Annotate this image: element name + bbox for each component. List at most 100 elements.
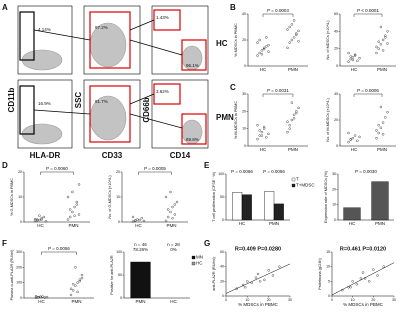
- x-tick-label: 10: [351, 298, 355, 302]
- dot: [71, 283, 75, 286]
- dot: [358, 57, 361, 60]
- dot: [384, 34, 387, 37]
- dot: [384, 36, 387, 39]
- dot: [290, 118, 294, 122]
- y-tick-label: 0: [118, 220, 120, 224]
- point: [376, 274, 379, 277]
- p-bracket: [41, 251, 77, 255]
- dot: [290, 38, 294, 42]
- x-tick-label: 0: [331, 298, 333, 302]
- point: [278, 265, 281, 268]
- dot: [256, 54, 259, 57]
- dot: [377, 47, 380, 50]
- dot: [267, 44, 270, 47]
- dot: [71, 289, 75, 292]
- p-value: P = 0.0060: [46, 166, 68, 171]
- dot: [171, 205, 174, 209]
- x-axis-label: % MDSCs in PBMC: [343, 302, 384, 307]
- dot: [140, 217, 144, 220]
- dot: [166, 208, 170, 211]
- dot: [171, 217, 174, 220]
- y-tick-label: 0: [222, 294, 224, 298]
- y-tick-label: 30: [242, 92, 246, 96]
- annotation: R=0.461 P=0.0120: [340, 246, 386, 252]
- y-tick-label: 40: [334, 29, 338, 33]
- y-tick-label: 60: [220, 250, 224, 254]
- dot: [347, 60, 350, 63]
- dot: [295, 111, 298, 115]
- p-value: P = 0.0066: [231, 169, 253, 174]
- y-tick-label: 20: [334, 47, 338, 51]
- axis-label: CD11b: [7, 87, 16, 112]
- dot: [44, 220, 48, 223]
- y-axis-label: Positive for anti-PLA2R: [110, 255, 114, 295]
- point: [382, 265, 385, 268]
- panel-label: F: [2, 239, 7, 248]
- axis-label: CD33: [102, 151, 123, 160]
- dot: [256, 41, 259, 44]
- y-axis-label: % G-MDSCs in PBMC: [10, 178, 14, 216]
- dot: [262, 127, 266, 130]
- p-value: P = 0.0031: [267, 88, 289, 93]
- y-tick-label: 15: [326, 250, 330, 254]
- y-axis-label: No. of G-MDSCs (×10⁴/L): [108, 175, 112, 219]
- chart: 0 20 40 60 No. of MDSCs (×10⁴/L) HC PMN P < 0.0…: [326, 8, 396, 72]
- point: [361, 271, 365, 274]
- gate-percent: 4.14%: [38, 27, 51, 32]
- x-tick-label: 20: [267, 298, 271, 302]
- chart: 0 10 20 30 Expression rate of MDSCs (%) HC PMN…: [324, 169, 394, 226]
- legend-swatch: [291, 177, 296, 182]
- dot: [74, 266, 77, 269]
- annotation: n = 46: [134, 242, 147, 247]
- y-axis-label: Proteinuria (g/24h): [318, 258, 322, 290]
- gate-percent: 89.8%: [186, 137, 199, 142]
- dot: [164, 195, 168, 199]
- x-tick-label: HC: [351, 67, 358, 72]
- x-tick-label: 20: [371, 298, 375, 302]
- p-value: P = 0.0056: [48, 246, 70, 251]
- panel-label: E: [204, 161, 210, 170]
- dot: [77, 213, 81, 216]
- dot: [78, 278, 82, 281]
- dot: [166, 215, 170, 219]
- dot: [265, 136, 268, 139]
- dot: [73, 205, 76, 209]
- dot: [377, 131, 380, 135]
- chart: 0 20 40 No. of M-MDSCs (×10⁴/L) HC PMN P = 0.0…: [326, 88, 396, 152]
- x-tick-label: 0: [225, 298, 227, 302]
- x-tick-label: PMN: [136, 299, 146, 304]
- dot: [258, 51, 261, 55]
- dot: [66, 195, 70, 199]
- p-bracket: [353, 93, 383, 97]
- gate-percent: 16.9%: [38, 101, 51, 106]
- p-value: P < 0.0001: [357, 8, 379, 13]
- dot: [286, 120, 289, 123]
- y-tick-label: 50: [118, 273, 122, 277]
- dot: [256, 137, 259, 141]
- dot: [375, 45, 378, 49]
- dot: [356, 59, 359, 62]
- point: [355, 283, 358, 286]
- bar: [130, 261, 151, 299]
- y-tick-label: 0: [20, 220, 22, 224]
- dot: [78, 279, 82, 283]
- bar: [232, 192, 243, 221]
- legend-label: T+MDSC: [296, 183, 315, 188]
- point: [372, 268, 375, 271]
- dot: [286, 130, 289, 134]
- legend-swatch: [291, 183, 296, 188]
- dot: [74, 284, 77, 287]
- legend-swatch: [191, 261, 196, 266]
- x-tick-label: PMN: [72, 299, 82, 304]
- dot: [258, 129, 261, 132]
- legend-label: HC: [196, 261, 203, 266]
- point: [235, 287, 238, 290]
- flow-plots: [17, 5, 209, 149]
- x-tick-label: PMN: [375, 221, 385, 226]
- dot: [164, 219, 168, 222]
- x-tick-label: HC: [260, 147, 267, 152]
- bar: [264, 191, 275, 221]
- y-axis-label: % MDSCs in PBMC: [234, 23, 238, 57]
- dot: [267, 132, 270, 136]
